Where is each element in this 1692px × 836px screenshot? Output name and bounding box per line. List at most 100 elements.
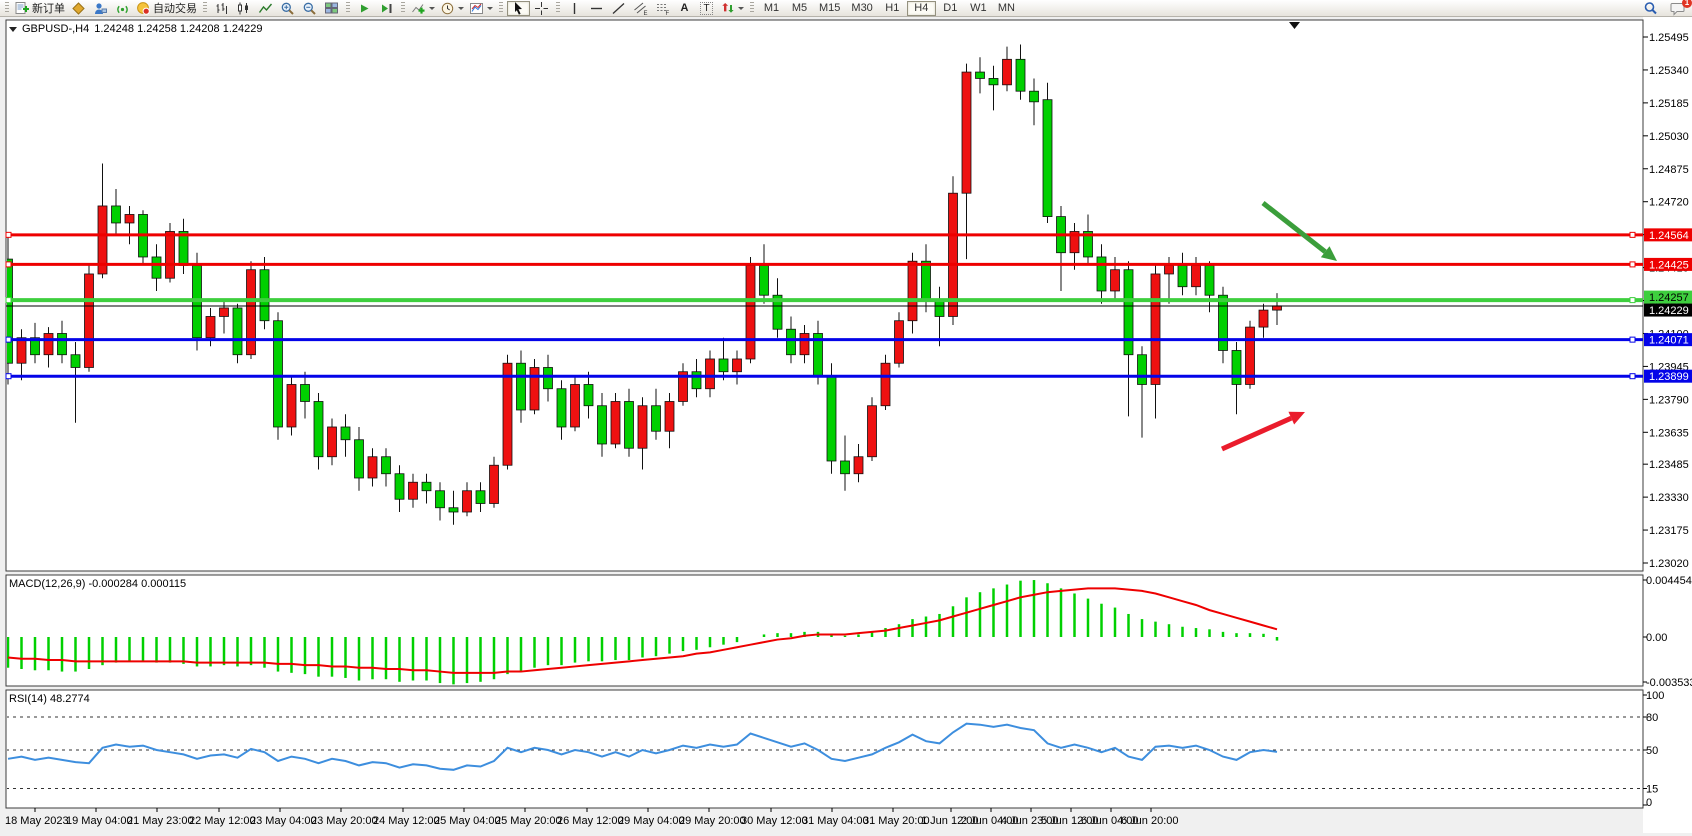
svg-text:31 May 04:00: 31 May 04:00	[802, 815, 869, 827]
horizontal-line-object[interactable]	[5, 261, 1643, 268]
timeframe-m15[interactable]: M15	[819, 2, 841, 14]
hline-price-label: 1.23899	[1644, 369, 1692, 383]
indicators-button[interactable]	[409, 1, 437, 16]
signal-button[interactable]	[112, 1, 133, 16]
svg-text:2 Jun 04:00: 2 Jun 04:00	[961, 815, 1019, 827]
svg-text:1.25185: 1.25185	[1649, 98, 1689, 110]
periods-button[interactable]	[438, 1, 466, 16]
chart-shift-marker[interactable]	[1289, 22, 1300, 29]
symbol-period-label: GBPUSD-,H4	[22, 23, 90, 35]
auto-scroll-button[interactable]	[354, 1, 375, 16]
svg-text:24 May 12:00: 24 May 12:00	[373, 815, 440, 827]
fibonacci-tool-button[interactable]: F	[652, 1, 673, 16]
hline-price-label: 1.24425	[1644, 257, 1692, 271]
zoom-in-button[interactable]	[277, 1, 298, 16]
horizontal-line-tool-button[interactable]	[586, 1, 607, 16]
search-button[interactable]	[1640, 1, 1661, 16]
cursor-button[interactable]	[507, 0, 530, 16]
svg-text:-0.003533: -0.003533	[1646, 677, 1692, 689]
timeframe-mn[interactable]: MN	[997, 2, 1015, 14]
svg-text:22 May 12:00: 22 May 12:00	[189, 815, 256, 827]
hline-price-label: 1.24257	[1644, 290, 1692, 304]
svg-text:0: 0	[1646, 797, 1652, 809]
tile-windows-icon	[324, 1, 339, 16]
clock-icon	[440, 1, 455, 16]
svg-text:80: 80	[1646, 712, 1658, 724]
main-chart-panel[interactable]	[5, 19, 1644, 572]
green-down-arrow[interactable]	[1261, 201, 1337, 261]
channel-tool-button[interactable]: E	[630, 1, 651, 16]
svg-text:1.25340: 1.25340	[1649, 65, 1689, 77]
crosshair-button[interactable]	[531, 1, 552, 16]
text-tool-button[interactable]: A	[674, 1, 695, 16]
toolbar-grip[interactable]	[346, 2, 350, 14]
timeframe-w1[interactable]: W1	[970, 2, 987, 14]
tile-windows-button[interactable]	[321, 1, 342, 16]
templates-button[interactable]	[467, 1, 495, 16]
candlestick-chart-icon	[236, 1, 251, 16]
chart-ohlc-header: GBPUSD-,H4 1.24248 1.24258 1.24208 1.242…	[9, 23, 262, 35]
chart-shift-button[interactable]	[376, 1, 397, 16]
signal-icon	[115, 1, 130, 16]
chart-shift-icon	[379, 1, 394, 16]
notification-badge: 1	[1682, 0, 1692, 8]
zoom-out-button[interactable]	[299, 1, 320, 16]
timeframe-h1[interactable]: H1	[885, 2, 900, 14]
toolbar-grip[interactable]	[401, 2, 405, 14]
toolbar-grip[interactable]	[750, 2, 754, 14]
svg-text:5 Jun 12:00: 5 Jun 12:00	[1041, 815, 1099, 827]
timeframe-m30[interactable]: M30	[851, 2, 873, 14]
svg-text:0.004454: 0.004454	[1646, 575, 1692, 587]
bar-chart-icon	[214, 1, 229, 16]
arrows-tool-button[interactable]	[718, 1, 746, 16]
svg-text:15: 15	[1646, 784, 1658, 796]
toolbar-grip[interactable]	[5, 2, 9, 14]
notifications-button[interactable]: 1	[1667, 0, 1692, 16]
timeframe-h4[interactable]: H4	[906, 0, 936, 16]
svg-text:1.23899: 1.23899	[1649, 371, 1689, 383]
toolbar: 新订单 自动交易 E F A T M1 M5 M15 M30 H1 H4 D1 W1 MN	[0, 0, 1692, 17]
zoom-in-icon	[280, 1, 295, 16]
svg-text:30 May 12:00: 30 May 12:00	[741, 815, 808, 827]
svg-text:23 May 20:00: 23 May 20:00	[311, 815, 378, 827]
rsi-panel[interactable]	[5, 689, 1644, 809]
text-label-tool-button[interactable]: T	[696, 1, 717, 16]
templates-icon	[469, 1, 484, 16]
trendline-tool-button[interactable]	[608, 1, 629, 16]
macd-panel[interactable]	[5, 574, 1644, 687]
horizontal-line-object[interactable]	[5, 373, 1643, 380]
new-order-button[interactable]: 新订单	[13, 1, 67, 16]
market-watch-button[interactable]	[90, 1, 111, 16]
autotrade-button[interactable]: 自动交易	[134, 1, 199, 16]
svg-text:29 May 04:00: 29 May 04:00	[618, 815, 685, 827]
toolbar-grip[interactable]	[499, 2, 503, 14]
horizontal-line-object[interactable]	[5, 336, 1643, 343]
chevron-down-icon	[429, 6, 435, 10]
autotrade-label: 自动交易	[153, 3, 197, 15]
symbol-dropdown-icon[interactable]	[9, 26, 17, 32]
svg-text:18 May 2023: 18 May 2023	[5, 815, 69, 827]
timeframe-m5[interactable]: M5	[791, 2, 808, 14]
rsi-layer	[7, 716, 1642, 789]
horizontal-line-object[interactable]	[5, 231, 1643, 238]
toolbar-grip[interactable]	[203, 2, 207, 14]
vertical-line-tool-button[interactable]	[564, 1, 585, 16]
line-chart-type-button[interactable]	[255, 1, 276, 16]
line-chart-icon	[258, 1, 273, 16]
fibonacci-icon: F	[655, 1, 670, 16]
auto-scroll-icon	[357, 1, 372, 16]
timeframe-m1[interactable]: M1	[763, 2, 780, 14]
timeframe-d1[interactable]: D1	[943, 2, 958, 14]
bar-chart-type-button[interactable]	[211, 1, 232, 16]
toolbar-grip[interactable]	[556, 2, 560, 14]
candle-chart-type-button[interactable]	[233, 1, 254, 16]
svg-text:1.24229: 1.24229	[1649, 305, 1689, 317]
profile-button[interactable]	[68, 1, 89, 16]
axis-background	[1643, 17, 1692, 833]
red-up-arrow[interactable]	[1220, 411, 1305, 452]
svg-text:6 Jun 20:00: 6 Jun 20:00	[1121, 815, 1179, 827]
ohlc-values: 1.24248 1.24258 1.24208 1.24229	[94, 23, 263, 35]
horizontal-line-object[interactable]	[5, 297, 1643, 304]
